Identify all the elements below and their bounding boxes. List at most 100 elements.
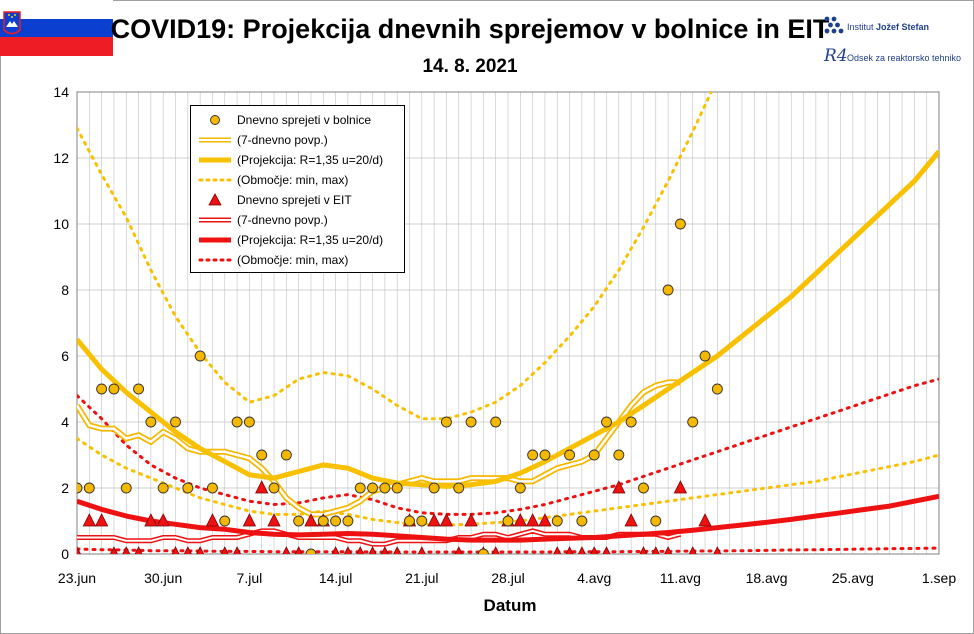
- icu-point: [664, 546, 673, 554]
- icu-point: [220, 546, 229, 554]
- y-tick-label: 10: [53, 216, 69, 232]
- legend-item: (Območje: min, max): [191, 170, 404, 190]
- legend-label: (Projekcija: R=1,35 u=20/d): [237, 233, 384, 247]
- hospital-point: [440, 416, 452, 428]
- hospital-range-max-line: [77, 92, 713, 421]
- series-layer: [77, 92, 939, 554]
- hospital-point: [687, 416, 699, 428]
- legend-symbol-dotted-line: [198, 258, 233, 262]
- legend-symbol-circle: [210, 115, 220, 125]
- icu-point: [454, 546, 463, 554]
- legend-item: Dnevno sprejeti v EIT: [191, 190, 404, 210]
- hospital-point: [416, 515, 428, 527]
- icu-point: [464, 513, 478, 527]
- legend-symbol-double-line: [199, 217, 231, 223]
- hospital-point: [120, 482, 132, 494]
- hospital-point: [317, 515, 329, 527]
- hospital-point: [207, 482, 218, 494]
- icu-range-min-line: [77, 546, 939, 554]
- hospital-point: [711, 383, 723, 395]
- legend-symbol-thick-line: [199, 157, 231, 163]
- y-tick-label: 12: [53, 150, 69, 166]
- hospital-point: [650, 515, 662, 527]
- hospital-point: [108, 383, 120, 395]
- hospital-point: [588, 449, 600, 461]
- icu-point: [491, 546, 500, 554]
- hospital-point: [194, 350, 206, 362]
- legend-label: Dnevno sprejeti v EIT: [237, 193, 352, 207]
- x-tick-label: 14.jul: [319, 570, 352, 586]
- hospital-point: [404, 515, 415, 527]
- legend-symbol-thick-line: [199, 237, 231, 243]
- x-tick-label: 28.jul: [491, 570, 524, 586]
- x-tick-label: 4.avg: [577, 570, 611, 586]
- hospital-point: [330, 515, 342, 527]
- legend-label: (Projekcija: R=1,35 u=20/d): [237, 153, 384, 167]
- icu-point: [134, 546, 143, 554]
- hospital-projection-line: [77, 149, 939, 489]
- hospital-point: [182, 482, 194, 494]
- icu-point: [698, 513, 712, 527]
- icu-point: [624, 513, 638, 527]
- hospital-point: [268, 482, 280, 494]
- hospital-point: [564, 449, 576, 461]
- icu-point: [233, 546, 242, 554]
- icu-point: [94, 513, 109, 527]
- icu-point: [612, 480, 626, 494]
- icu-point: [304, 513, 318, 527]
- icu-point: [356, 546, 365, 554]
- hospital-point: [502, 515, 514, 527]
- ijs-logo-icon: [824, 16, 844, 34]
- icu-point: [538, 513, 552, 527]
- chart-date: 14. 8. 2021: [422, 56, 518, 77]
- icu-projection-line: [77, 493, 939, 543]
- legend-symbol-double-line: [199, 137, 231, 143]
- hospital-point: [662, 284, 674, 296]
- hospital-point: [219, 515, 231, 527]
- icu-point: [651, 546, 660, 554]
- legend-label: (Območje: min, max): [237, 253, 349, 267]
- icu-point: [109, 546, 118, 554]
- icu-point: [294, 546, 303, 554]
- x-tick-label: 21.jul: [405, 570, 438, 586]
- icu-point: [427, 513, 441, 527]
- legend-item: (7-dnevno povp.): [191, 210, 404, 230]
- department-name: Odsek za reaktorsko tehniko: [847, 53, 962, 63]
- hospital-point: [305, 548, 317, 554]
- hospital-point: [477, 548, 489, 554]
- icu-point: [171, 546, 180, 554]
- legend-item: (Projekcija: R=1,35 u=20/d): [191, 150, 404, 170]
- y-tick-label: 2: [61, 480, 69, 496]
- hospital-point: [465, 416, 477, 428]
- hospital-point: [539, 449, 551, 461]
- x-tick-label: 18.avg: [746, 570, 788, 586]
- hospital-point: [527, 449, 539, 461]
- hospital-point: [170, 416, 181, 428]
- hospital-point: [601, 416, 612, 428]
- y-tick-label: 8: [61, 282, 69, 298]
- icu-point: [122, 546, 131, 554]
- y-tick-label: 6: [61, 348, 69, 364]
- x-tick-label: 1.sep: [922, 570, 956, 586]
- plot-border: [76, 91, 940, 555]
- hospital-point: [367, 482, 378, 494]
- hospital-point: [625, 416, 637, 428]
- y-tick-label: 4: [61, 414, 69, 430]
- legend-item: (Območje: min, max): [191, 250, 404, 270]
- legend-label: Dnevno sprejeti v bolnice: [237, 113, 372, 127]
- hospital-point: [551, 515, 563, 527]
- icu-point: [590, 546, 599, 554]
- icu-point: [673, 480, 688, 494]
- icu-point: [196, 546, 205, 554]
- legend-circle: [210, 115, 220, 125]
- x-tick-label: 23.jun: [58, 570, 96, 586]
- hospital-point: [280, 449, 292, 461]
- legend-item: Dnevno sprejeti v bolnice: [191, 110, 404, 130]
- r4-logo: R4: [824, 46, 848, 66]
- icu-range-max-line: [77, 377, 939, 516]
- icu-point: [553, 546, 562, 554]
- hospital-point: [145, 416, 157, 428]
- x-tick-label: 7.jul: [237, 570, 263, 586]
- y-tick-label: 0: [61, 546, 69, 562]
